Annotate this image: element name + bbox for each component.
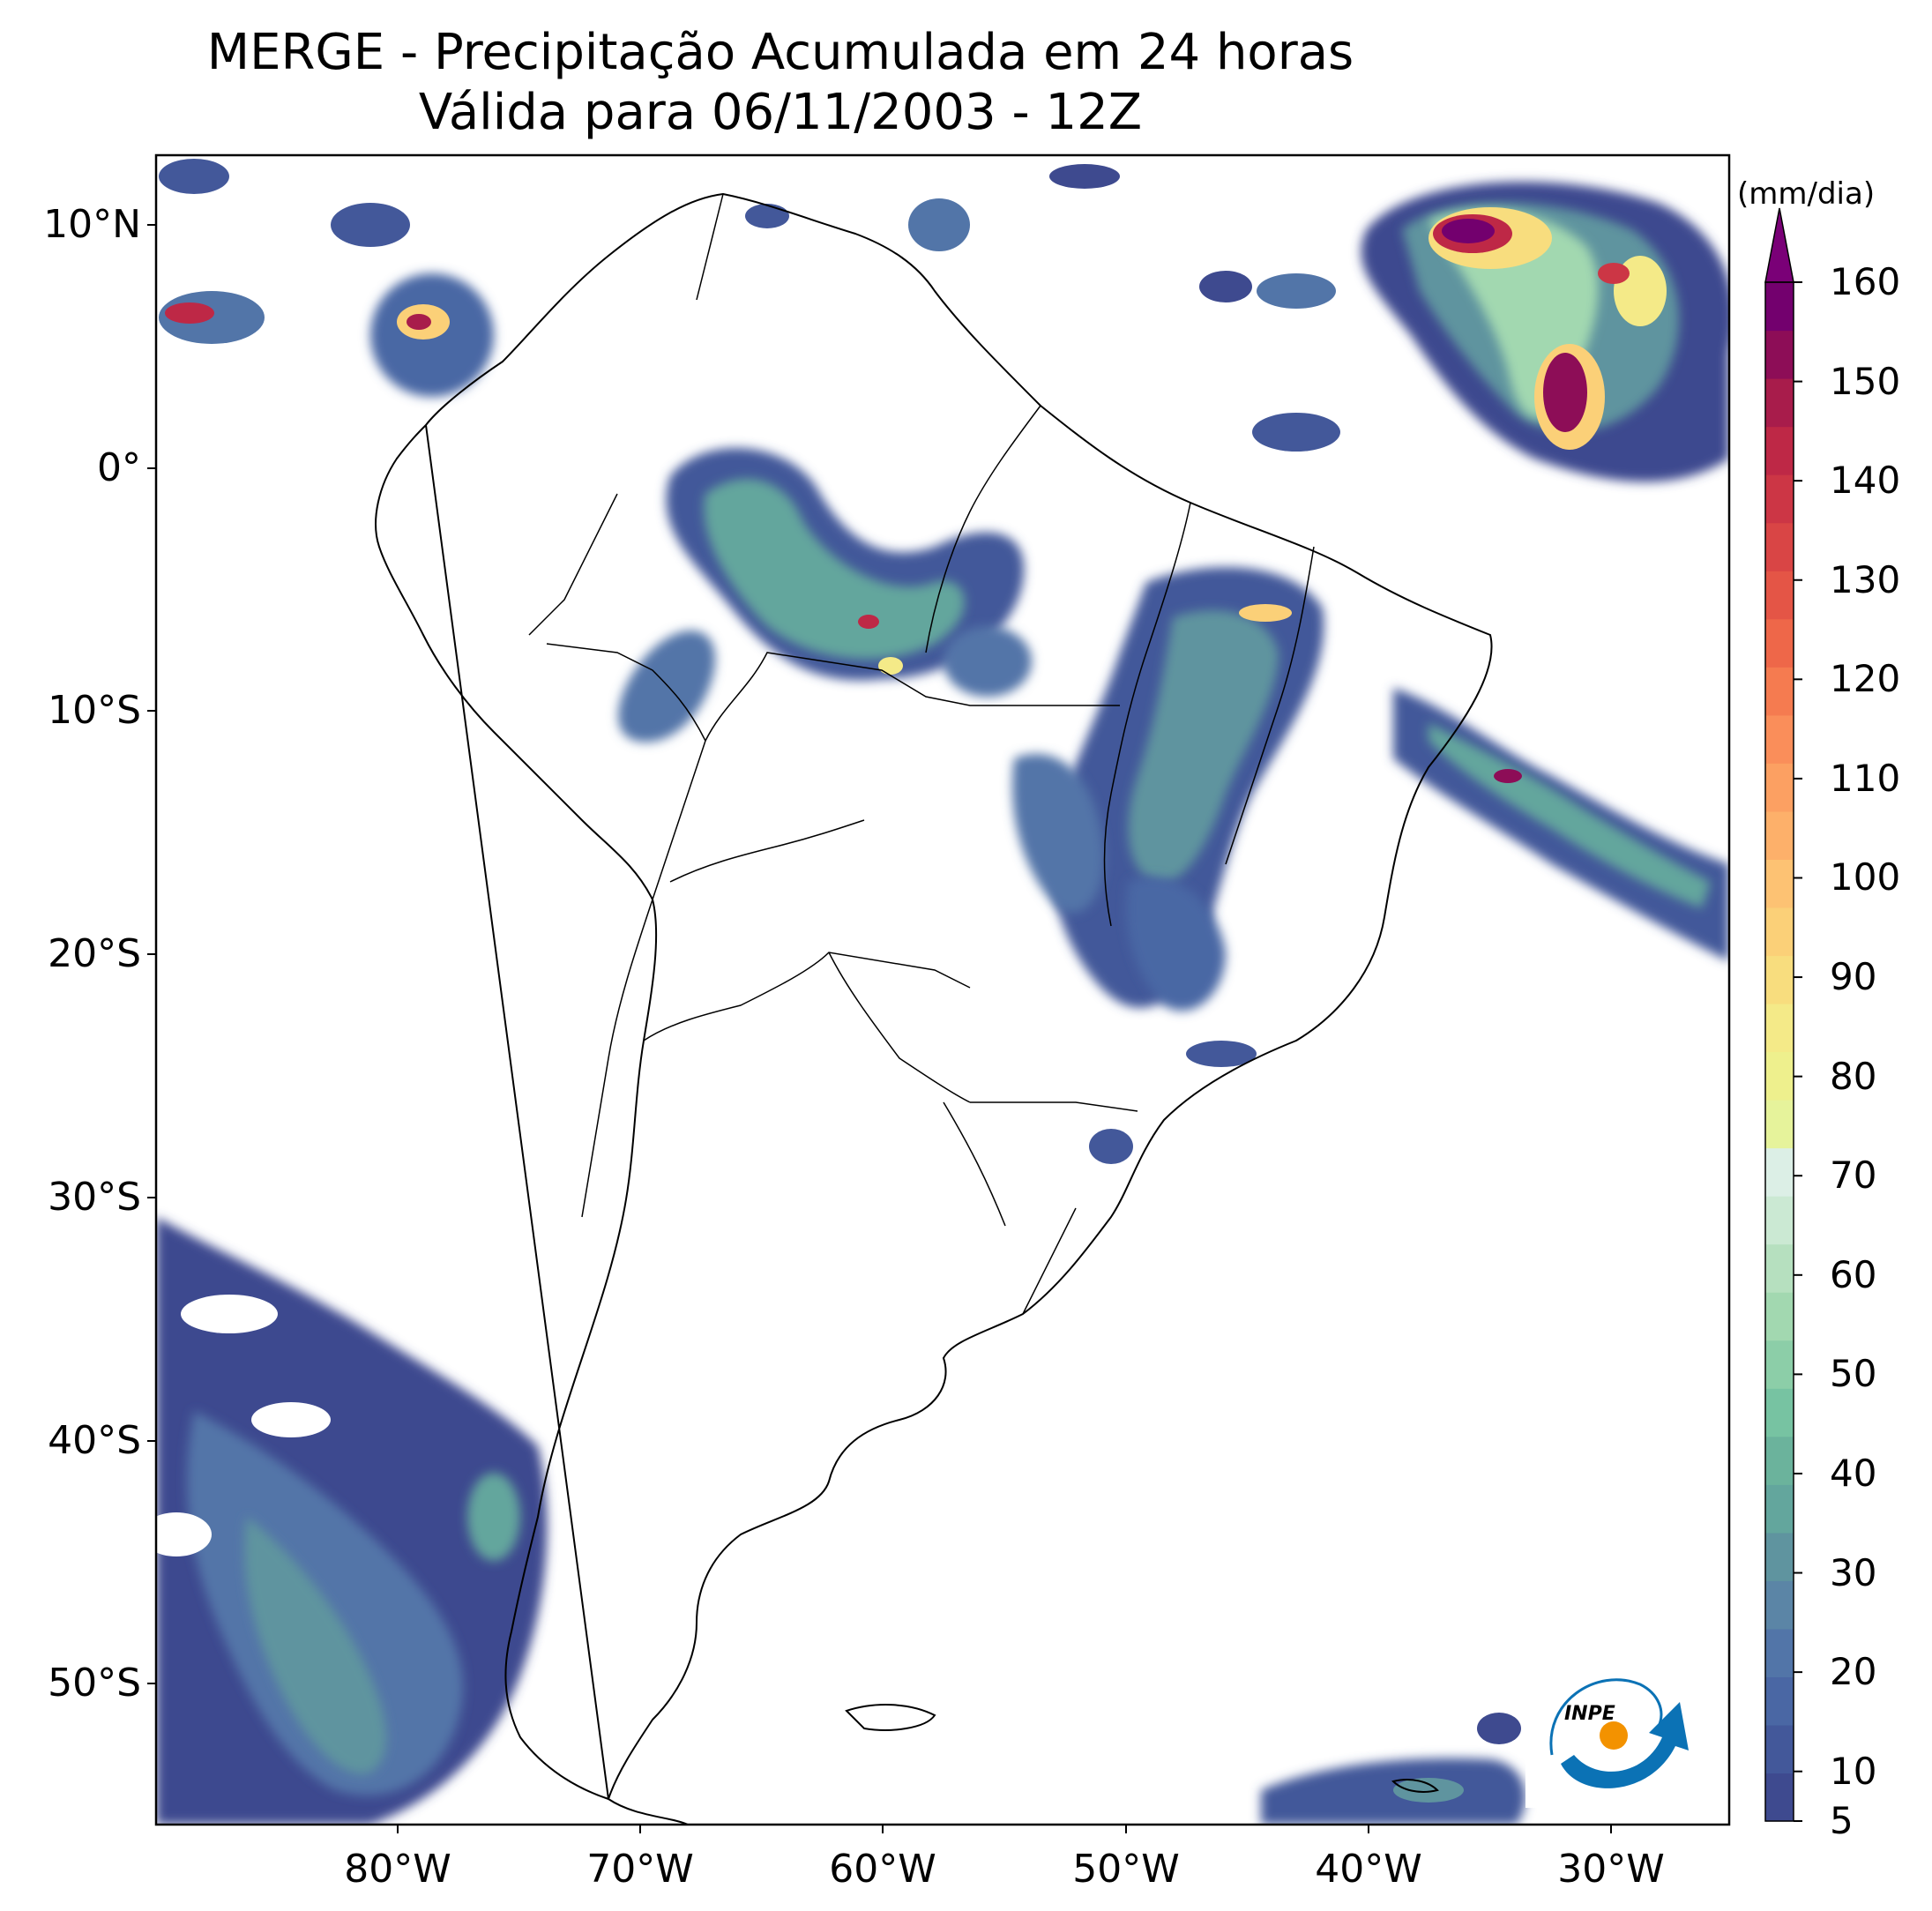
lat-label: 10°N <box>43 202 141 247</box>
colorbar-segment <box>1765 1051 1794 1101</box>
precip-cell <box>331 203 410 247</box>
lat-label: 10°S <box>48 688 141 733</box>
colorbar-segment <box>1765 1147 1794 1197</box>
colorbar-segment <box>1765 618 1794 668</box>
colorbar-tick-label: 130 <box>1830 557 1901 601</box>
colorbar-segment <box>1765 282 1794 332</box>
colorbar-segment <box>1765 1580 1794 1630</box>
colorbar-segment <box>1765 1243 1794 1293</box>
precip-cell-south-atlantic <box>1393 1778 1464 1803</box>
precip-cell-atlantic-north <box>1361 182 1729 482</box>
colorbar-segment <box>1765 378 1794 428</box>
colorbar-extend-arrow <box>1764 207 1794 283</box>
precip-cell-pacific <box>165 302 214 324</box>
colorbar-segment <box>1765 1484 1794 1534</box>
precip-cell <box>1477 1713 1521 1744</box>
lon-label: 70°W <box>586 1847 694 1892</box>
country-borders <box>528 193 1315 1315</box>
colorbar-segment <box>1765 1388 1794 1437</box>
colorbar-segment <box>1765 859 1794 908</box>
colorbar-tick-label: 30 <box>1830 1550 1877 1594</box>
colorbar-segment <box>1765 522 1794 571</box>
precip-cell <box>1049 164 1120 189</box>
colorbar-tick-label: 160 <box>1830 260 1901 303</box>
colorbar-tick-label: 150 <box>1830 359 1901 403</box>
inpe-logo: INPE <box>1525 1649 1702 1808</box>
colorbar-tick-label: 60 <box>1830 1252 1877 1296</box>
colorbar-segment <box>1765 955 1794 1004</box>
lon-label: 80°W <box>344 1847 451 1892</box>
precip-cell-colombia <box>407 314 431 330</box>
colorbar-segment <box>1765 1773 1794 1822</box>
precip-cell <box>1257 273 1336 309</box>
colorbar-segment <box>1765 571 1794 620</box>
colorbar-tick-label: 120 <box>1830 657 1901 701</box>
colorbar-segment <box>1765 1003 1794 1053</box>
colorbar-segment <box>1765 1196 1794 1245</box>
colorbar-segment <box>1765 474 1794 524</box>
map-title: MERGE - Precipitação Acumulada em 24 hor… <box>206 24 1354 81</box>
precip-cell <box>1199 271 1252 302</box>
colorbar-tick-label: 70 <box>1830 1153 1877 1198</box>
colorbar-segment <box>1765 667 1794 716</box>
lon-label: 60°W <box>829 1847 936 1892</box>
colorbar-tick-label: 10 <box>1830 1749 1877 1793</box>
colorbar-tick-label: 40 <box>1830 1451 1877 1495</box>
precip-band-atlantic-east <box>1393 688 1729 961</box>
colorbar-segment <box>1765 1532 1794 1581</box>
colorbar-tick-label: 80 <box>1830 1054 1877 1098</box>
colorbar-segment <box>1765 907 1794 957</box>
colorbar-segment <box>1765 1724 1794 1774</box>
map-frame <box>154 153 1731 1826</box>
colorbar-tick-label: 90 <box>1830 955 1877 999</box>
map-subtitle: Válida para 06/11/2003 - 12Z <box>418 84 1143 141</box>
colorbar-tick-label: 5 <box>1830 1799 1854 1842</box>
colorbar-segment <box>1765 1340 1794 1389</box>
lon-label: 30°W <box>1557 1847 1665 1892</box>
lat-label: 20°S <box>48 931 141 976</box>
lon-label: 40°W <box>1315 1847 1422 1892</box>
lat-label: 50°S <box>48 1661 141 1706</box>
precip-cell <box>159 159 229 194</box>
colorbar-segment <box>1765 1436 1794 1485</box>
colorbar-segment <box>1765 1628 1794 1678</box>
precip-cell-south-atlantic <box>1261 1758 1525 1825</box>
lat-label: 40°S <box>48 1418 141 1463</box>
precip-band-central-brazil <box>1012 567 1324 1164</box>
colorbar-tick-label: 100 <box>1830 855 1901 900</box>
logo-text: INPE <box>1564 1703 1615 1725</box>
colorbar-segment <box>1765 810 1794 860</box>
colorbar-segment <box>1765 714 1794 764</box>
lat-label: 30°S <box>48 1175 141 1220</box>
lat-label: 0° <box>97 445 141 490</box>
colorbar-segment <box>1765 1292 1794 1341</box>
precip-cell <box>1252 413 1340 452</box>
precip-cell-amazon <box>618 447 1032 743</box>
colorbar-unit: (mm/dia) <box>1737 176 1876 212</box>
colorbar <box>1764 207 1802 1822</box>
lon-label: 50°W <box>1072 1847 1180 1892</box>
colorbar-segment <box>1765 1100 1794 1149</box>
precip-band-south-pacific <box>156 1217 548 1825</box>
colorbar-segment <box>1765 330 1794 379</box>
colorbar-tick-label: 50 <box>1830 1352 1877 1396</box>
colorbar-frame <box>1764 281 1794 1822</box>
colorbar-segment <box>1765 426 1794 475</box>
colorbar-tick-label: 110 <box>1830 756 1901 800</box>
coastline <box>375 192 1493 1825</box>
colorbar-tick-label: 20 <box>1830 1650 1877 1694</box>
colorbar-segment <box>1765 1676 1794 1726</box>
precip-cell <box>745 204 789 228</box>
precip-cell <box>908 198 970 251</box>
precip-field <box>156 159 1729 1825</box>
axis-ticks <box>147 224 1612 1833</box>
colorbar-tick-label: 140 <box>1830 459 1901 503</box>
colorbar-segment <box>1765 763 1794 812</box>
